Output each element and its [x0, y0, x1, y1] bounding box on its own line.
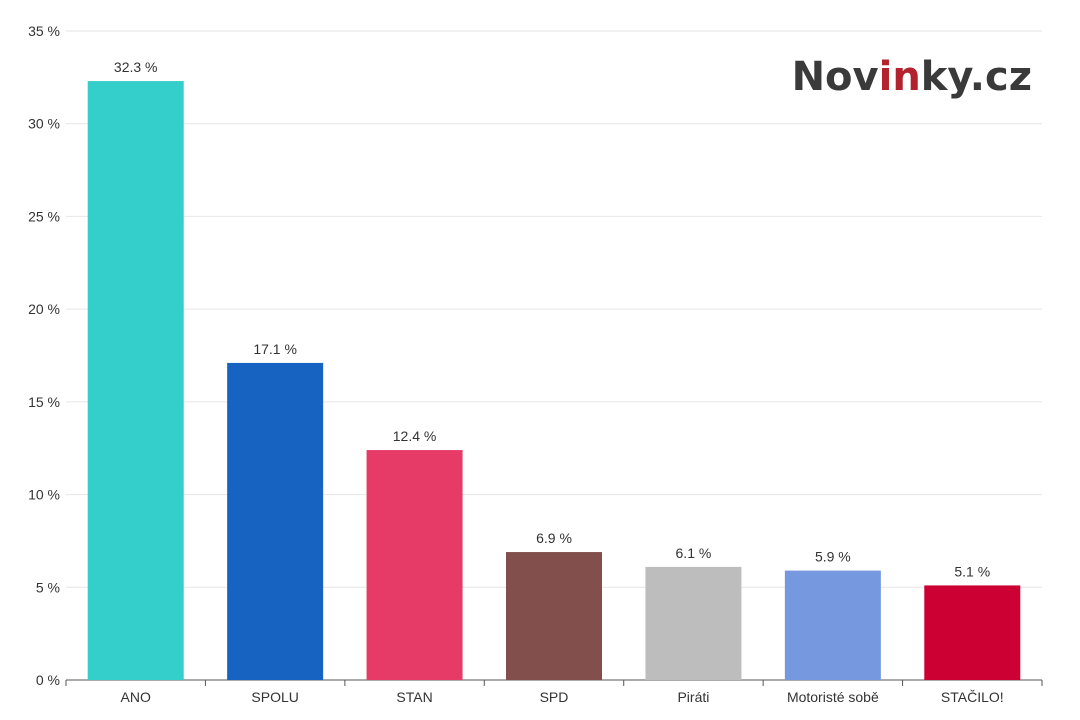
y-tick-label: 15 %: [28, 394, 60, 410]
gridlines: [66, 30, 1042, 588]
x-tick-label: SPD: [540, 689, 569, 705]
bar-sta-ilo-: [924, 585, 1021, 680]
logo-text: Novinky.cz: [792, 54, 1032, 100]
data-label: 12.4 %: [393, 428, 437, 444]
x-tick-label: SPOLU: [251, 689, 298, 705]
x-tick-label: STAČILO!: [941, 689, 1004, 705]
bar-spd: [506, 552, 602, 680]
x-tick-label: Motoristé sobě: [787, 689, 879, 705]
x-tick-label: ANO: [121, 689, 151, 705]
bar-motorist-sob-: [784, 570, 881, 680]
y-tick-label: 5 %: [36, 579, 60, 595]
y-tick-label: 25 %: [28, 208, 60, 224]
bar-pir-ti: [645, 566, 742, 680]
bar-ano: [87, 81, 184, 680]
novinky-logo: Novinky.cz: [792, 54, 1032, 100]
bars: [87, 81, 1021, 680]
data-label: 5.1 %: [954, 563, 990, 579]
axes: 0 % 5 % 10 % 15 % 20 % 25 % 30 % 35 % ANO SPOLU ST…: [28, 23, 1043, 705]
x-tick-label: Piráti: [677, 689, 709, 705]
logo-part-1: Nov: [792, 54, 879, 100]
data-label: 17.1 %: [253, 341, 297, 357]
x-tick-label: STAN: [396, 689, 432, 705]
data-label: 32.3 %: [114, 59, 158, 75]
y-tick-label: 30 %: [28, 116, 60, 132]
data-label: 6.9 %: [536, 530, 572, 546]
data-label: 5.9 %: [815, 549, 851, 565]
y-tick-label: 0 %: [36, 672, 60, 688]
logo-part-2: in: [879, 54, 921, 100]
logo-part-3: ky.cz: [921, 54, 1032, 100]
bar-stan: [366, 450, 463, 680]
data-labels: 32.3 % 17.1 % 12.4 % 6.9 % 6.1 % 5.9 % 5.1 %: [114, 59, 990, 579]
y-tick-label: 10 %: [28, 487, 60, 503]
data-label: 6.1 %: [676, 545, 712, 561]
y-tick-label: 35 %: [28, 23, 60, 39]
bar-spolu: [227, 362, 324, 680]
y-tick-label: 20 %: [28, 301, 60, 317]
